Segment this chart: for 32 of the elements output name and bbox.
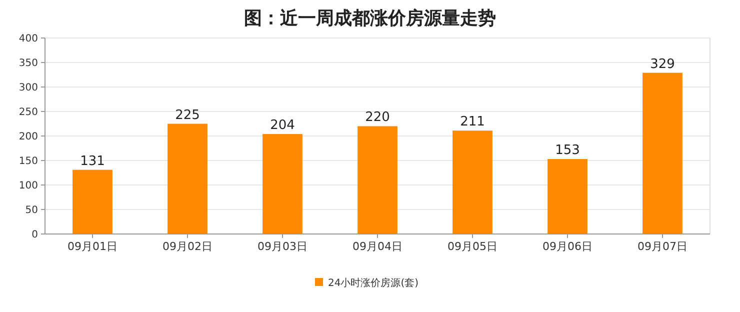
- x-tick-label: 09月03日: [258, 240, 308, 253]
- x-tick-label: 09月02日: [162, 240, 212, 253]
- y-tick-label: 50: [25, 205, 38, 216]
- data-label: 329: [650, 56, 675, 72]
- data-label: 204: [270, 118, 295, 134]
- y-tick-label: 0: [32, 230, 38, 240]
- x-tick-label: 09月01日: [68, 240, 118, 253]
- data-label: 211: [460, 114, 485, 130]
- chart-title: 图：近一周成都涨价房源量走势: [244, 8, 496, 29]
- y-tick-label: 100: [18, 180, 38, 192]
- y-tick-label: 350: [18, 58, 38, 69]
- y-tick-label: 400: [18, 34, 38, 44]
- x-tick-label: 09月05日: [448, 240, 498, 253]
- bar: [452, 130, 492, 234]
- y-tick-label: 150: [18, 156, 38, 167]
- data-label: 225: [175, 108, 200, 123]
- bar: [358, 126, 398, 234]
- y-tick-label: 200: [18, 132, 38, 142]
- bar: [548, 159, 588, 234]
- x-tick-label: 09月06日: [542, 240, 592, 253]
- bar: [642, 72, 682, 234]
- data-label: 220: [365, 110, 390, 126]
- data-label: 131: [80, 154, 105, 169]
- bar: [72, 170, 112, 234]
- bar: [262, 134, 302, 234]
- bar: [168, 124, 208, 234]
- y-tick-label: 250: [18, 107, 38, 118]
- x-tick-label: 09月04日: [352, 240, 402, 253]
- y-tick-label: 300: [18, 82, 38, 94]
- legend-label: 24小时涨价房源(套): [328, 277, 419, 289]
- data-label: 153: [555, 143, 580, 158]
- x-tick-label: 09月07日: [638, 240, 688, 253]
